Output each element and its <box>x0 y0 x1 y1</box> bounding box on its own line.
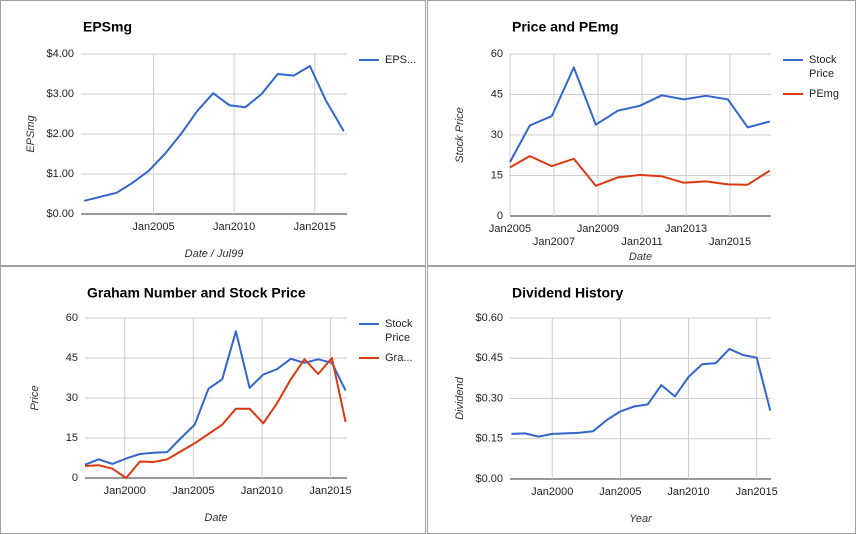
x-tick-label: Jan2005 <box>172 485 214 497</box>
y-tick-label: $0.30 <box>475 392 503 404</box>
y-tick-label: $0.00 <box>475 473 503 485</box>
y-tick-label: $0.60 <box>475 312 503 324</box>
y-tick-label: 60 <box>491 48 503 60</box>
legend-box: EPS... <box>385 54 417 66</box>
data-line <box>511 347 772 438</box>
chart-panel: Dividend History $0.00 $0.15 $0.30 $0.45 $0.6… <box>427 266 856 534</box>
y-tick-label: $1.00 <box>46 168 74 180</box>
chart-title: Dividend History <box>512 285 623 301</box>
data-line <box>84 357 347 479</box>
x-tick-label: Jan2005 <box>489 223 531 235</box>
x-tick-label: Jan2013 <box>665 223 707 235</box>
legend-label: Gra... <box>385 352 413 364</box>
legend-box: Stock Price <box>809 54 837 80</box>
y-axis-title: Dividend <box>454 376 466 420</box>
chart-title: EPSmg <box>83 19 132 35</box>
y-tick-label: 15 <box>491 169 503 181</box>
chart: EPSmg $0.00 $1.00 $2.00 $3.00 $4.00 Jan2005 Jan… <box>25 19 417 260</box>
y-tick-label: $0.00 <box>46 208 74 220</box>
y-tick-label: 30 <box>491 129 503 141</box>
x-axis-title: Date <box>204 512 227 524</box>
y-tick-label: $2.00 <box>46 128 74 140</box>
x-tick-label: Jan2011 <box>621 236 662 248</box>
chart: Graham Number and Stock Price 0 15 30 45 60 Ja… <box>29 285 413 524</box>
y-axis-title: EPSmg <box>25 114 37 152</box>
x-axis-title: Date / Jul99 <box>185 248 244 260</box>
y-tick-label: $0.45 <box>475 352 503 364</box>
chart-panel: EPSmg $0.00 $1.00 $2.00 $3.00 $4.00 Jan2005 Jan… <box>0 0 426 266</box>
x-tick-label: Jan2015 <box>294 221 336 233</box>
x-axis-title: Date <box>629 251 652 263</box>
data-line <box>509 66 770 163</box>
y-tick-label: $3.00 <box>46 88 74 100</box>
x-tick-label: Jan2005 <box>599 486 641 498</box>
x-tick-label: Jan2005 <box>132 221 174 233</box>
chart-title: Graham Number and Stock Price <box>87 285 306 301</box>
legend-label: Stock Price <box>809 54 837 80</box>
x-axis-title: Year <box>629 513 653 525</box>
chart: Dividend History $0.00 $0.15 $0.30 $0.45 $0.6… <box>454 285 778 525</box>
legend-label: EPS... <box>385 54 417 66</box>
x-tick-label: Jan2007 <box>533 236 575 248</box>
y-tick-label: $4.00 <box>46 48 74 60</box>
legend-box: PEmg <box>809 88 839 100</box>
x-tick-label: Jan2010 <box>241 485 283 497</box>
chart-panel: Price and PEmg 0 15 30 45 60 Jan2005 Jan2007 Jan… <box>427 0 856 266</box>
x-tick-label: Jan2015 <box>736 486 778 498</box>
x-tick-label: Jan2015 <box>309 485 351 497</box>
y-tick-label: 0 <box>72 472 78 484</box>
y-axis-title: Stock Price <box>454 107 466 163</box>
x-tick-label: Jan2010 <box>213 221 255 233</box>
data-line <box>509 155 771 187</box>
y-tick-label: 30 <box>66 392 78 404</box>
data-line <box>83 65 345 202</box>
x-tick-label: Jan2009 <box>577 223 619 235</box>
legend-label: Stock Price <box>385 318 413 344</box>
legend-label: PEmg <box>809 88 839 100</box>
y-tick-label: 15 <box>66 432 78 444</box>
y-tick-label: $0.15 <box>475 433 503 445</box>
y-tick-label: 0 <box>497 210 503 222</box>
x-tick-label: Jan2000 <box>104 485 146 497</box>
chart-title: Price and PEmg <box>512 19 619 35</box>
x-tick-label: Jan2015 <box>709 236 751 248</box>
chart: Price and PEmg015304560Jan2005Jan2007Jan… <box>454 19 839 263</box>
x-tick-label: Jan2000 <box>531 486 573 498</box>
y-tick-label: 45 <box>491 88 503 100</box>
x-tick-label: Jan2010 <box>667 486 709 498</box>
legend-box: Stock Price <box>385 318 413 344</box>
chart-panel: Graham Number and Stock Price 0 15 30 45 60 Ja… <box>0 266 426 534</box>
y-tick-label: 45 <box>66 352 78 364</box>
legend-box: Gra... <box>385 352 413 364</box>
y-axis-title: Price <box>29 385 41 410</box>
y-tick-label: 60 <box>66 312 78 324</box>
